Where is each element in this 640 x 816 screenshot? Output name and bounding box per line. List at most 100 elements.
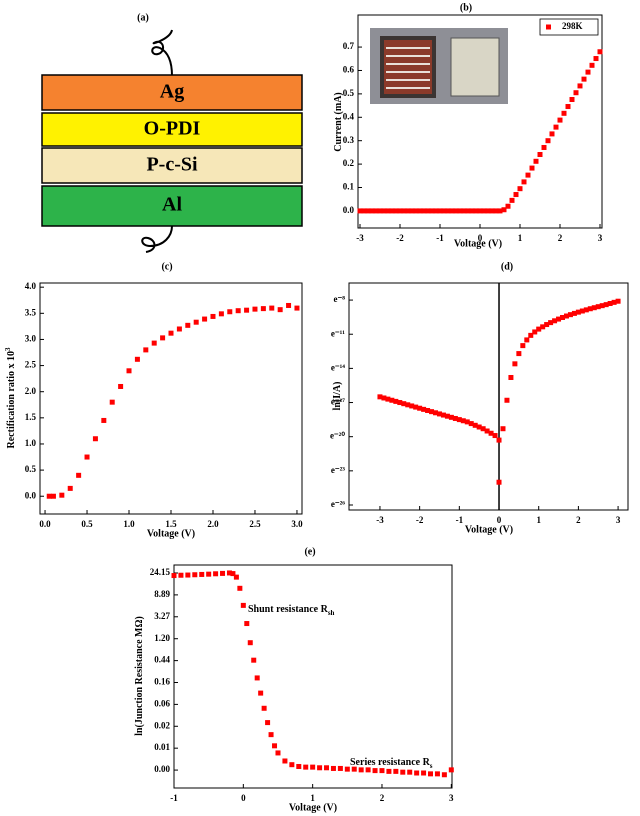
data-point (421, 406, 427, 412)
data-point (476, 424, 482, 430)
data-point (508, 374, 514, 380)
data-point (168, 330, 174, 336)
wire (141, 225, 173, 253)
chart-panel: (b) Voltage (V) Current (mA) -3 -2 -1 0 1 2 3 0.0 0… (333, 2, 602, 249)
data-point (373, 208, 379, 214)
data-point (492, 433, 498, 439)
data-point (472, 422, 478, 428)
x-axis-label: Voltage (V) (465, 524, 513, 535)
data-point (377, 394, 383, 400)
data-point (529, 165, 535, 171)
x-tick-label: -1 (456, 515, 464, 525)
x-tick-label: 3 (616, 515, 621, 525)
data-point (437, 208, 443, 214)
data-point (448, 767, 454, 773)
electrodes (386, 47, 430, 89)
data-point (544, 322, 550, 328)
data-point (237, 585, 243, 591)
y-tick-label: 24.15 (150, 567, 171, 577)
y-tick-label: 0.44 (154, 655, 170, 665)
data-point (233, 574, 239, 580)
layer (41, 112, 303, 147)
x-tick-label: 3 (449, 793, 454, 803)
y-axis-label-sup: 3 (4, 347, 12, 351)
data-point (227, 309, 233, 315)
data-point (548, 320, 554, 326)
data-point (247, 640, 253, 646)
data-point (521, 179, 527, 185)
data-point (381, 395, 387, 401)
data-point (473, 208, 479, 214)
data-point (377, 208, 383, 214)
annotation-sub: sh (328, 609, 335, 617)
data-point (436, 411, 442, 417)
data-point (481, 208, 487, 214)
data-point (469, 208, 475, 214)
data-point (206, 571, 212, 577)
data-point (441, 208, 447, 214)
y-axis-label: Current (mA) (333, 92, 344, 152)
data-point (126, 368, 132, 374)
data-point (401, 208, 407, 214)
data-point (151, 340, 157, 346)
y-axis-label-text: ln(Junction Resistance MΩ) (134, 616, 145, 736)
data-point (417, 405, 423, 411)
layer-label: O-PDI (144, 118, 201, 140)
y-tick-label: 0.06 (154, 698, 170, 708)
annotation: Shunt resistance Rsh (248, 604, 335, 616)
data-point (557, 117, 563, 123)
data-point (460, 418, 466, 424)
data-point (552, 318, 558, 324)
data-point (176, 326, 182, 332)
data-point (372, 768, 378, 774)
y-tick-label: 0.16 (154, 677, 170, 687)
y-tick-label: e⁻¹⁷ (331, 397, 345, 407)
wire (151, 29, 173, 77)
data-point (516, 351, 522, 357)
data-point (587, 306, 593, 312)
data-point (496, 479, 502, 485)
layer-label: P-c-Si (146, 154, 198, 176)
panel-label: (b) (460, 2, 472, 13)
y-tick-label: e⁻¹¹ (331, 328, 345, 338)
data-point (517, 186, 523, 192)
x-tick-label: 1.5 (165, 519, 177, 529)
data-point (603, 302, 609, 308)
data-point (457, 208, 463, 214)
data-point (385, 396, 391, 402)
data-point (405, 402, 411, 408)
x-axis-label: Voltage (V) (147, 528, 195, 539)
data-point (409, 208, 415, 214)
data-point (425, 208, 431, 214)
y-tick-label: 0.2 (343, 158, 355, 168)
x-tick-label: 1 (536, 515, 541, 525)
data-point (414, 770, 420, 776)
y-tick-label: 0.00 (154, 764, 170, 774)
chart-panel: (e) Voltage (V) ln(Junction Resistance MΩ)… (134, 546, 454, 813)
data-point (401, 401, 407, 407)
data-point (260, 306, 266, 312)
y-tick-label: 4.0 (25, 281, 37, 291)
panel-label: (a) (137, 12, 149, 23)
data-point (565, 104, 571, 110)
data-point (433, 208, 439, 214)
layer-label: Ag (160, 81, 184, 103)
data-point (269, 305, 275, 311)
y-tick-label: 0.5 (25, 464, 37, 474)
legend-box (539, 18, 599, 36)
data-point (393, 208, 399, 214)
data-point (480, 426, 486, 432)
data-point (244, 307, 250, 313)
data-point (434, 771, 440, 777)
data-point (303, 764, 309, 770)
data-point (540, 324, 546, 330)
data-point (468, 421, 474, 427)
data-point (607, 300, 613, 306)
data-point (101, 417, 107, 423)
data-point (597, 49, 603, 55)
data-point (425, 408, 431, 414)
data-point (448, 414, 454, 420)
data-point (202, 316, 208, 322)
data-point (235, 308, 241, 314)
data-point (268, 732, 274, 738)
